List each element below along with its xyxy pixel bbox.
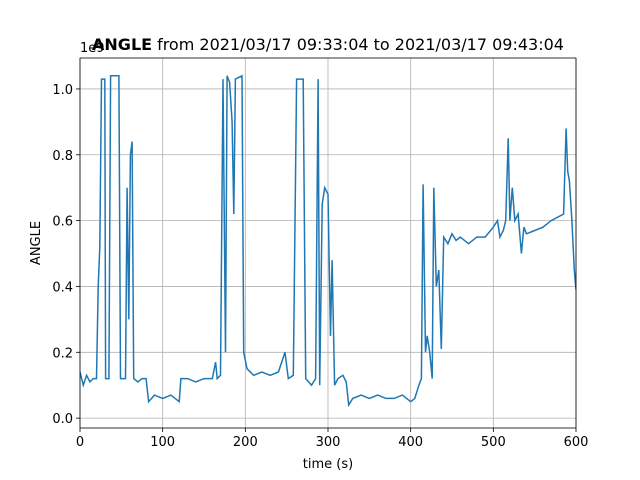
title-backdrop (140, 30, 156, 54)
chart-title: ANGLE from 2021/03/17 09:33:04 to 2021/03… (92, 35, 564, 54)
x-tick-label: 500 (481, 435, 506, 450)
y-tick-label: 0.2 (52, 346, 73, 361)
y-tick-label: 0.4 (52, 280, 73, 295)
x-tick-label: 200 (233, 435, 258, 450)
x-tick-label: 100 (150, 435, 175, 450)
x-tick-label: 0 (76, 435, 84, 450)
x-tick-label: 400 (398, 435, 423, 450)
x-axis-label: time (s) (303, 457, 353, 472)
plot-frame (79, 57, 577, 429)
x-tick-label: 300 (316, 435, 341, 450)
title-bold: ANGLE (92, 35, 152, 54)
y-axis-label: ANGLE (29, 221, 44, 265)
y-tick-label: 0.8 (52, 149, 73, 164)
y-tick-label: 1.0 (52, 83, 73, 98)
y-tick-label: 0.6 (52, 215, 73, 230)
y-tick-label: 0.0 (52, 412, 73, 427)
title-rest: from 2021/03/17 09:33:04 to 2021/03/17 0… (157, 35, 564, 54)
offset-text: 1e9 (80, 41, 105, 56)
x-tick-label: 600 (564, 435, 589, 450)
line-series (80, 74, 576, 408)
